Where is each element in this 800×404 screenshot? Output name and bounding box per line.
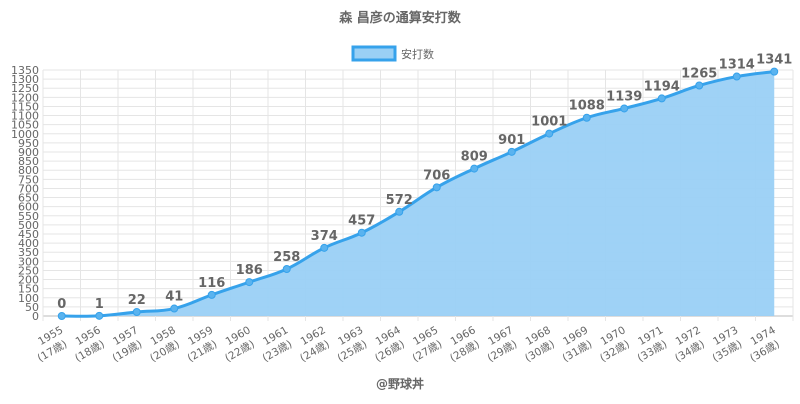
area-fill [61, 71, 775, 317]
y-tick-label: 400 [18, 237, 39, 250]
data-label: 258 [273, 250, 300, 265]
data-label: 22 [128, 293, 146, 308]
y-tick-label: 0 [32, 310, 39, 323]
y-axis: 0501001502002503003504004505005506006507… [11, 64, 39, 323]
data-point [432, 183, 441, 192]
y-tick-label: 100 [18, 292, 39, 305]
data-point [357, 228, 366, 237]
y-tick-label: 1100 [11, 110, 39, 123]
data-label: 706 [423, 168, 450, 183]
data-label: 572 [386, 193, 413, 208]
data-point [282, 264, 291, 273]
y-tick-label: 700 [18, 182, 39, 195]
data-point [507, 147, 516, 156]
y-tick-label: 1200 [11, 91, 39, 104]
y-tick-label: 50 [25, 301, 39, 314]
y-tick-label: 200 [18, 274, 39, 287]
y-tick-label: 350 [18, 246, 39, 259]
y-tick-label: 250 [18, 264, 39, 277]
data-point [545, 129, 554, 138]
y-tick-label: 300 [18, 255, 39, 268]
data-label: 0 [57, 297, 66, 312]
data-label: 457 [348, 214, 375, 229]
data-labels: 0 1 22 41 116 186 258 374 457 572 706 809 901 1001108… [57, 53, 792, 312]
data-point [470, 164, 479, 173]
data-point [695, 81, 704, 90]
data-label: 1314 [719, 58, 755, 73]
data-points [57, 67, 779, 320]
data-label: 809 [461, 150, 488, 165]
y-tick-label: 950 [18, 137, 39, 150]
data-point [620, 104, 629, 113]
y-tick-label: 1350 [11, 64, 39, 77]
data-point [395, 207, 404, 216]
y-tick-label: 1300 [11, 73, 39, 86]
y-tick-label: 900 [18, 146, 39, 159]
data-point [657, 94, 666, 103]
chart-title: 森 昌彦の通算安打数 [339, 10, 462, 26]
data-label: 1001 [531, 115, 567, 130]
legend: 安打数 [351, 45, 434, 62]
data-label: 1088 [569, 99, 605, 114]
data-label: 1 [95, 297, 104, 312]
data-point [320, 243, 329, 252]
y-tick-label: 800 [18, 164, 39, 177]
y-tick-label: 450 [18, 228, 39, 241]
y-tick-label: 1050 [11, 119, 39, 132]
y-tick-label: 1000 [11, 128, 39, 141]
x-axis: 1955(17歳)1956(18歳)1957(19歳)1958(20歳)1959… [35, 324, 781, 365]
y-tick-label: 650 [18, 192, 39, 205]
data-label: 374 [311, 229, 338, 244]
y-tick-label: 1250 [11, 82, 39, 95]
data-label: 1194 [644, 79, 680, 94]
data-label: 41 [165, 290, 183, 305]
data-point [207, 290, 216, 299]
data-point [95, 311, 104, 320]
data-label: 1341 [756, 53, 792, 68]
data-label: 186 [236, 263, 263, 278]
y-tick-label: 1150 [11, 100, 39, 113]
data-point [245, 278, 254, 287]
data-label: 1139 [606, 89, 642, 104]
y-tick-label: 550 [18, 210, 39, 223]
data-label: 901 [498, 133, 525, 148]
y-tick-label: 150 [18, 283, 39, 296]
data-point [732, 72, 741, 81]
data-point [582, 113, 591, 122]
y-tick-label: 500 [18, 219, 39, 232]
data-label: 1265 [681, 66, 717, 81]
footer-credit: @野球丼 [376, 376, 424, 391]
data-label: 116 [198, 276, 225, 291]
y-tick-label: 750 [18, 173, 39, 186]
legend-label: 安打数 [401, 47, 434, 61]
legend-swatch [351, 45, 397, 62]
data-point [57, 312, 66, 320]
data-point [770, 67, 779, 76]
y-tick-label: 600 [18, 201, 39, 214]
data-point [132, 307, 141, 316]
data-point [170, 304, 179, 313]
y-tick-label: 850 [18, 155, 39, 168]
